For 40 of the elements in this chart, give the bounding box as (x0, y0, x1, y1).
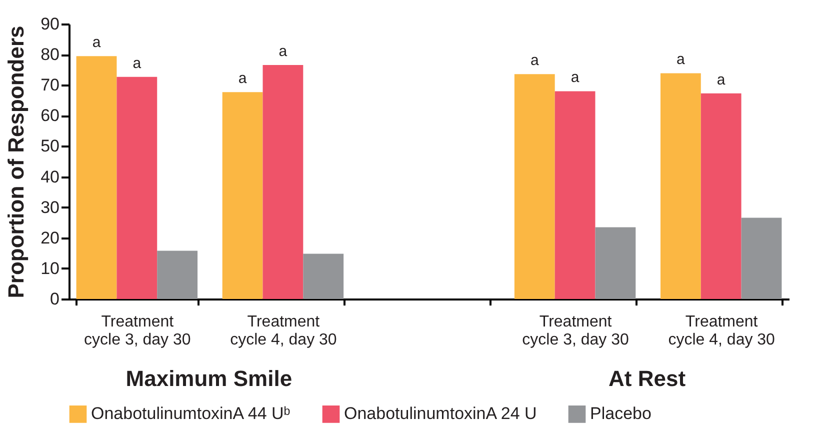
data-label: a (716, 71, 726, 88)
y-tick-label: 10 (40, 258, 60, 278)
x-tick-label: Treatment cycle 4, day 30 (230, 314, 337, 348)
y-axis-title: Proportion of Responders (4, 26, 29, 298)
data-label: a (278, 42, 288, 60)
x-tick-label: Treatment cycle 4, day 30 (668, 314, 776, 348)
data-label: a (676, 51, 686, 68)
data-label: a (570, 69, 580, 86)
y-tick-label: 60 (40, 106, 60, 126)
data-label: a (92, 34, 102, 52)
bar (700, 93, 742, 299)
bar (554, 91, 596, 299)
legend-label: Placebo (590, 404, 652, 424)
bar (222, 92, 263, 299)
data-label: a (238, 70, 248, 88)
text: At Rest (608, 366, 686, 391)
y-tick-label: 80 (40, 45, 60, 64)
bar (595, 227, 636, 299)
y-tick-label: 20 (40, 228, 60, 248)
bar (660, 73, 701, 299)
legend-label: OnabotulinumtoxinA 44 Uᵇ (91, 404, 290, 424)
bar (116, 76, 158, 299)
bar (76, 56, 117, 299)
y-tick-label: 30 (40, 198, 60, 217)
x-tick-label: Treatment cycle 3, day 30 (522, 314, 630, 348)
y-tick-label: 70 (40, 76, 60, 95)
data-label: a (132, 54, 142, 72)
y-tick-label: 50 (40, 136, 60, 156)
bar (303, 254, 344, 299)
y-tick-label: 90 (40, 14, 60, 34)
bar (741, 218, 782, 299)
bar (514, 74, 555, 299)
bar (262, 64, 304, 299)
legend-label: OnabotulinumtoxinA 24 U (344, 404, 537, 424)
text: Maximum Smile (126, 366, 292, 391)
y-tick-label: 40 (40, 167, 60, 186)
y-tick-label: 0 (50, 290, 60, 308)
bar (157, 250, 198, 299)
data-label: a (530, 52, 540, 70)
x-tick-label: Treatment cycle 3, day 30 (84, 314, 191, 348)
